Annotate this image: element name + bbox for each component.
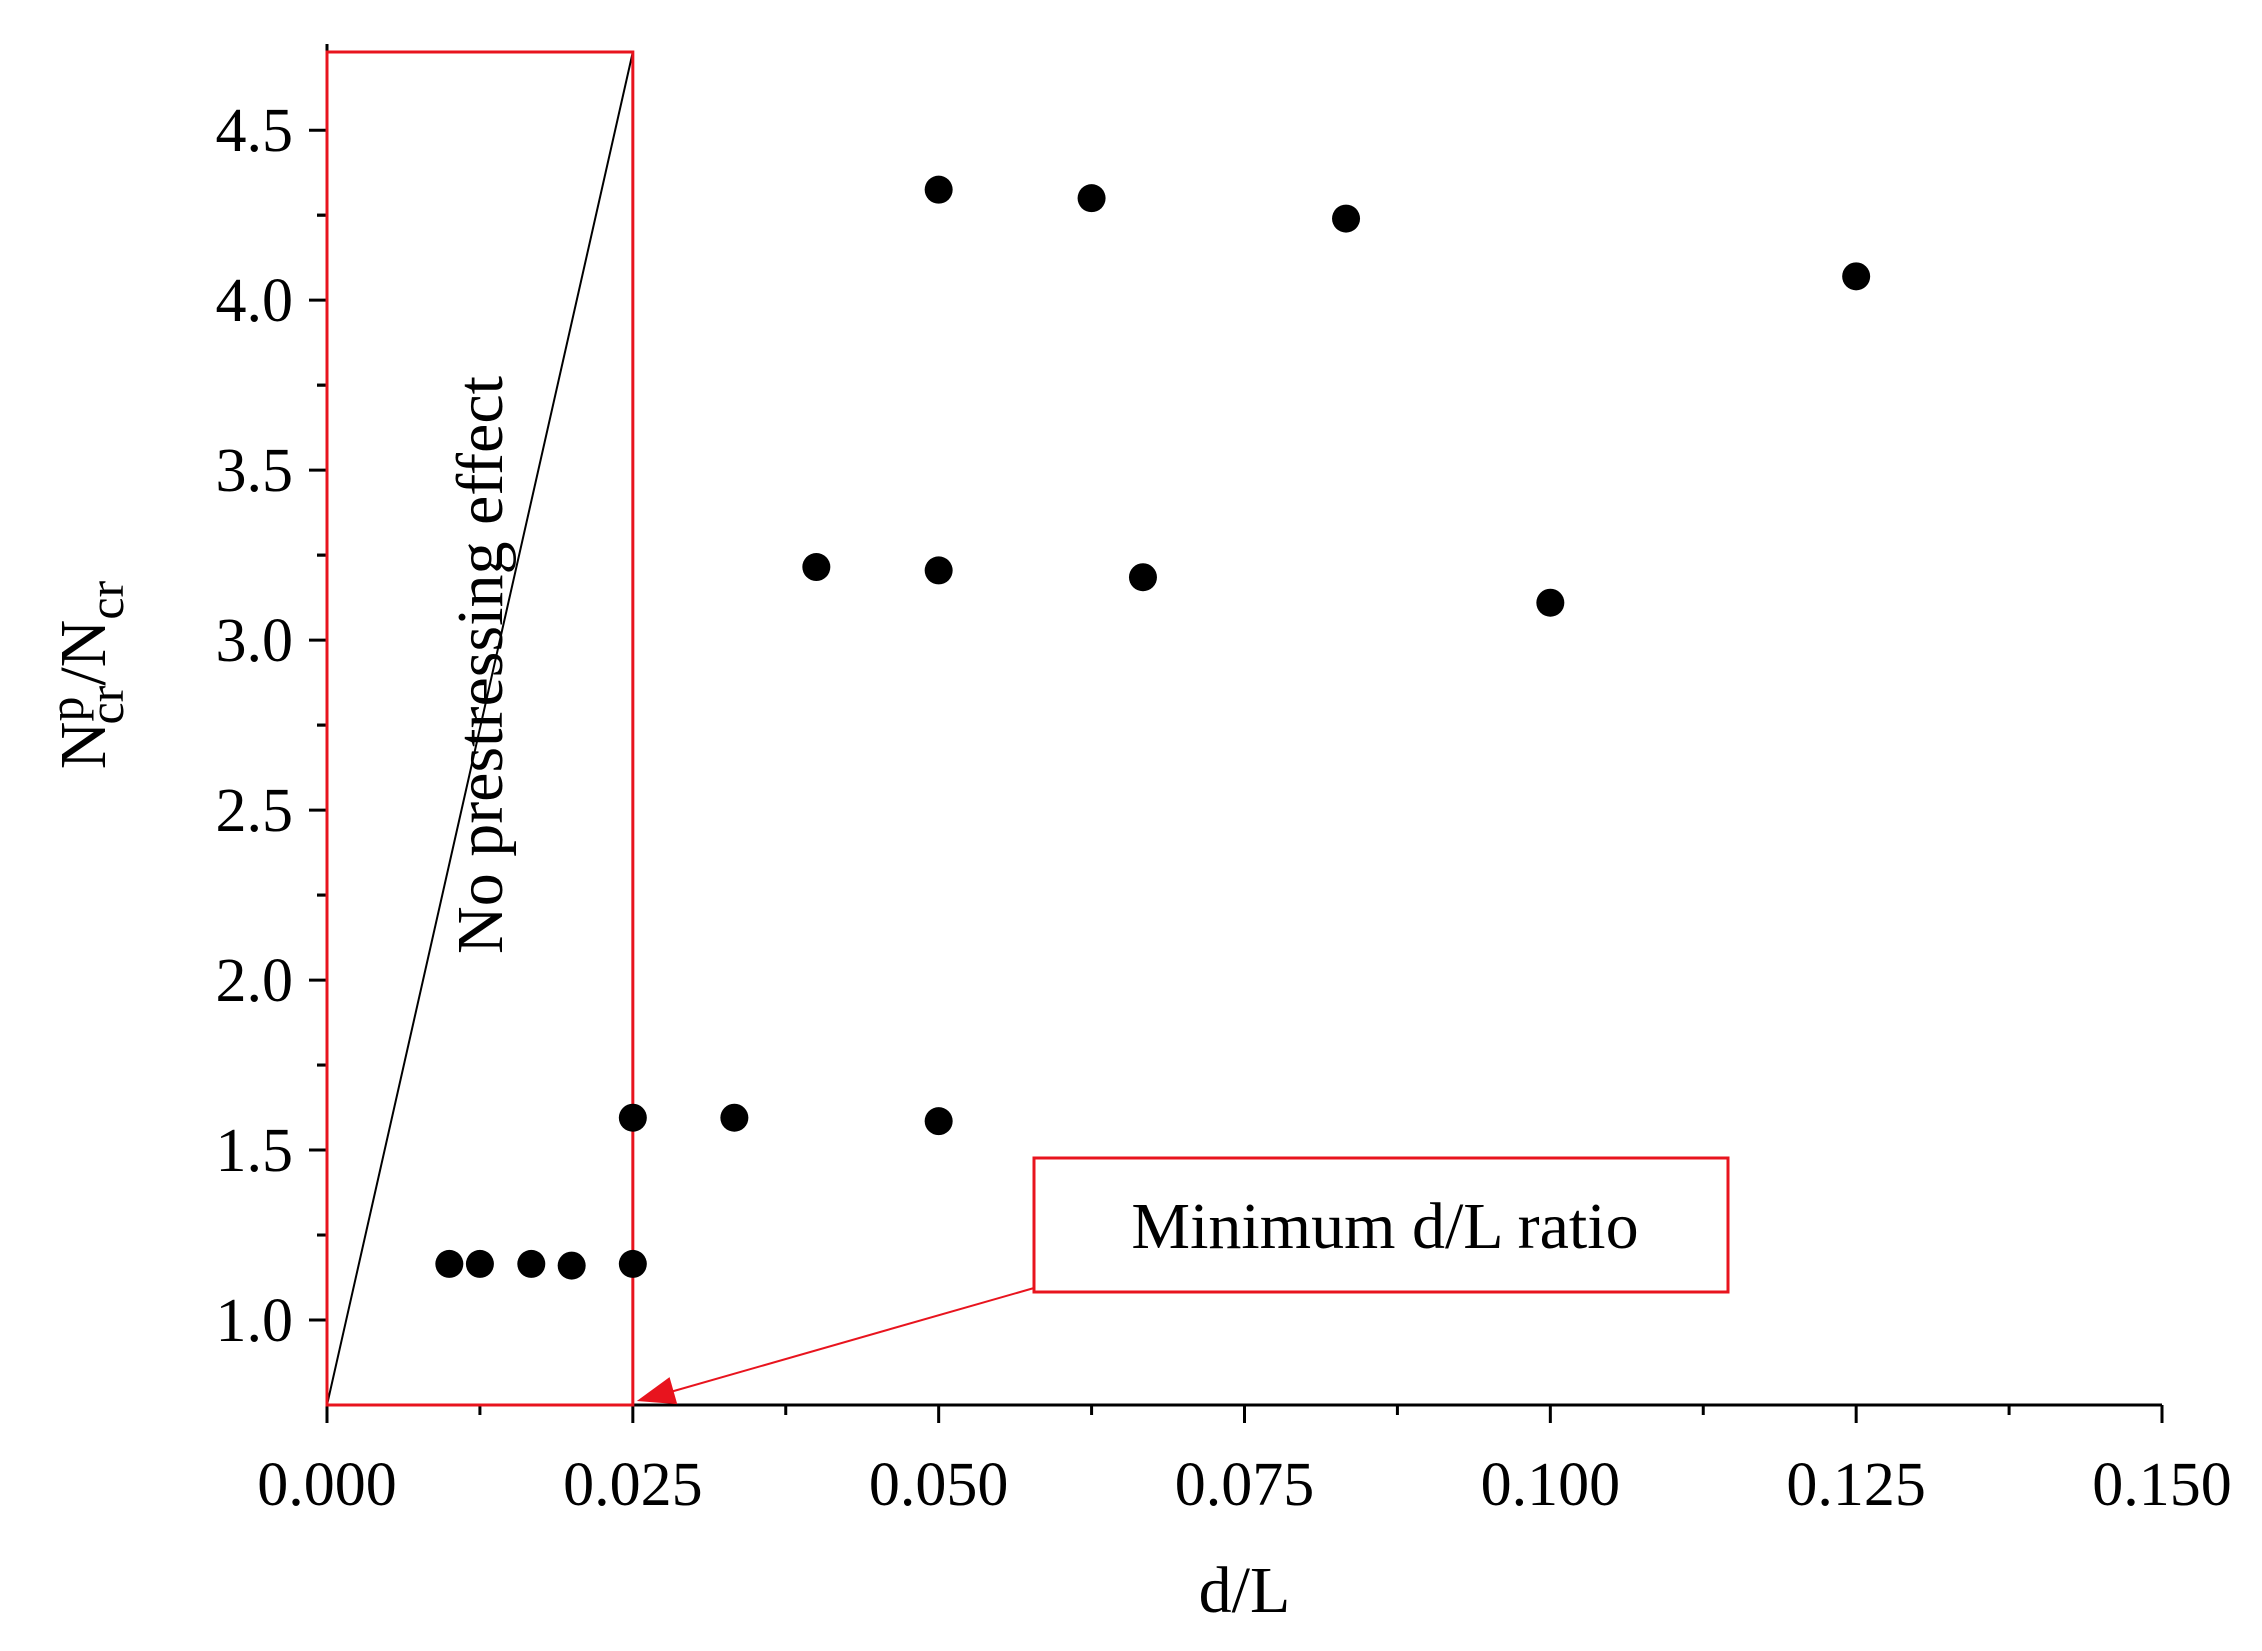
y-title-base: N xyxy=(47,722,120,770)
data-point xyxy=(924,1107,953,1136)
data-point xyxy=(517,1249,546,1278)
region-box xyxy=(325,50,635,1407)
x-tick-label: 0.050 xyxy=(869,1451,1009,1519)
x-tick-label: 0.075 xyxy=(1175,1451,1315,1519)
y-tick-label: 3.0 xyxy=(216,607,294,675)
x-tick-label: 0.100 xyxy=(1481,1451,1621,1519)
x-tick-label: 0.125 xyxy=(1786,1451,1926,1519)
data-point xyxy=(1332,204,1361,233)
y-tick-label: 3.5 xyxy=(216,437,294,505)
data-point xyxy=(1077,184,1106,213)
region-label: No prestressing effect xyxy=(444,376,517,954)
y-title-sub: cr xyxy=(78,685,134,724)
data-point xyxy=(1128,563,1157,592)
y-tick-label: 1.5 xyxy=(216,1117,294,1185)
data-point xyxy=(465,1249,494,1278)
y-title-sup: p xyxy=(38,697,94,722)
y-title-sep: /N xyxy=(47,620,120,686)
data-point xyxy=(1842,262,1871,291)
x-tick-label: 0.025 xyxy=(563,1451,703,1519)
data-point xyxy=(557,1251,586,1280)
data-point xyxy=(1536,588,1565,617)
data-point xyxy=(924,175,953,204)
y-axis-title: Npcr/Ncr xyxy=(38,580,134,769)
callout-arrow xyxy=(666,1287,1035,1394)
x-axis-title: d/L xyxy=(1199,1554,1291,1627)
callout-box xyxy=(1032,1156,1730,1294)
y-tick-label: 4.5 xyxy=(216,97,294,165)
callout-arrowhead xyxy=(636,1377,678,1405)
no-prestressing-region: No prestressing effect xyxy=(325,50,635,1407)
x-tick-label: 0.150 xyxy=(2092,1451,2232,1519)
y-tick-label: 1.0 xyxy=(216,1287,294,1355)
data-point xyxy=(618,1103,647,1132)
data-point xyxy=(720,1103,749,1132)
axes: 0.000 0.025 0.050 0.075 0.100 0.125 0.150 1.0 1.… xyxy=(216,44,2232,1519)
callout: Minimum d/L ratio xyxy=(636,1156,1730,1405)
x-tick-label: 0.000 xyxy=(257,1451,397,1519)
data-points xyxy=(435,175,1871,1280)
y-tick-label: 4.0 xyxy=(216,267,294,335)
y-title-sub2: cr xyxy=(78,580,134,619)
region-diagonal-line xyxy=(326,51,634,1406)
y-tick-label: 2.0 xyxy=(216,947,294,1015)
data-point xyxy=(802,553,831,582)
data-point xyxy=(924,556,953,585)
data-point xyxy=(435,1249,464,1278)
callout-label: Minimum d/L ratio xyxy=(1131,1190,1638,1263)
y-tick-label: 2.5 xyxy=(216,777,294,845)
data-point xyxy=(618,1249,647,1278)
